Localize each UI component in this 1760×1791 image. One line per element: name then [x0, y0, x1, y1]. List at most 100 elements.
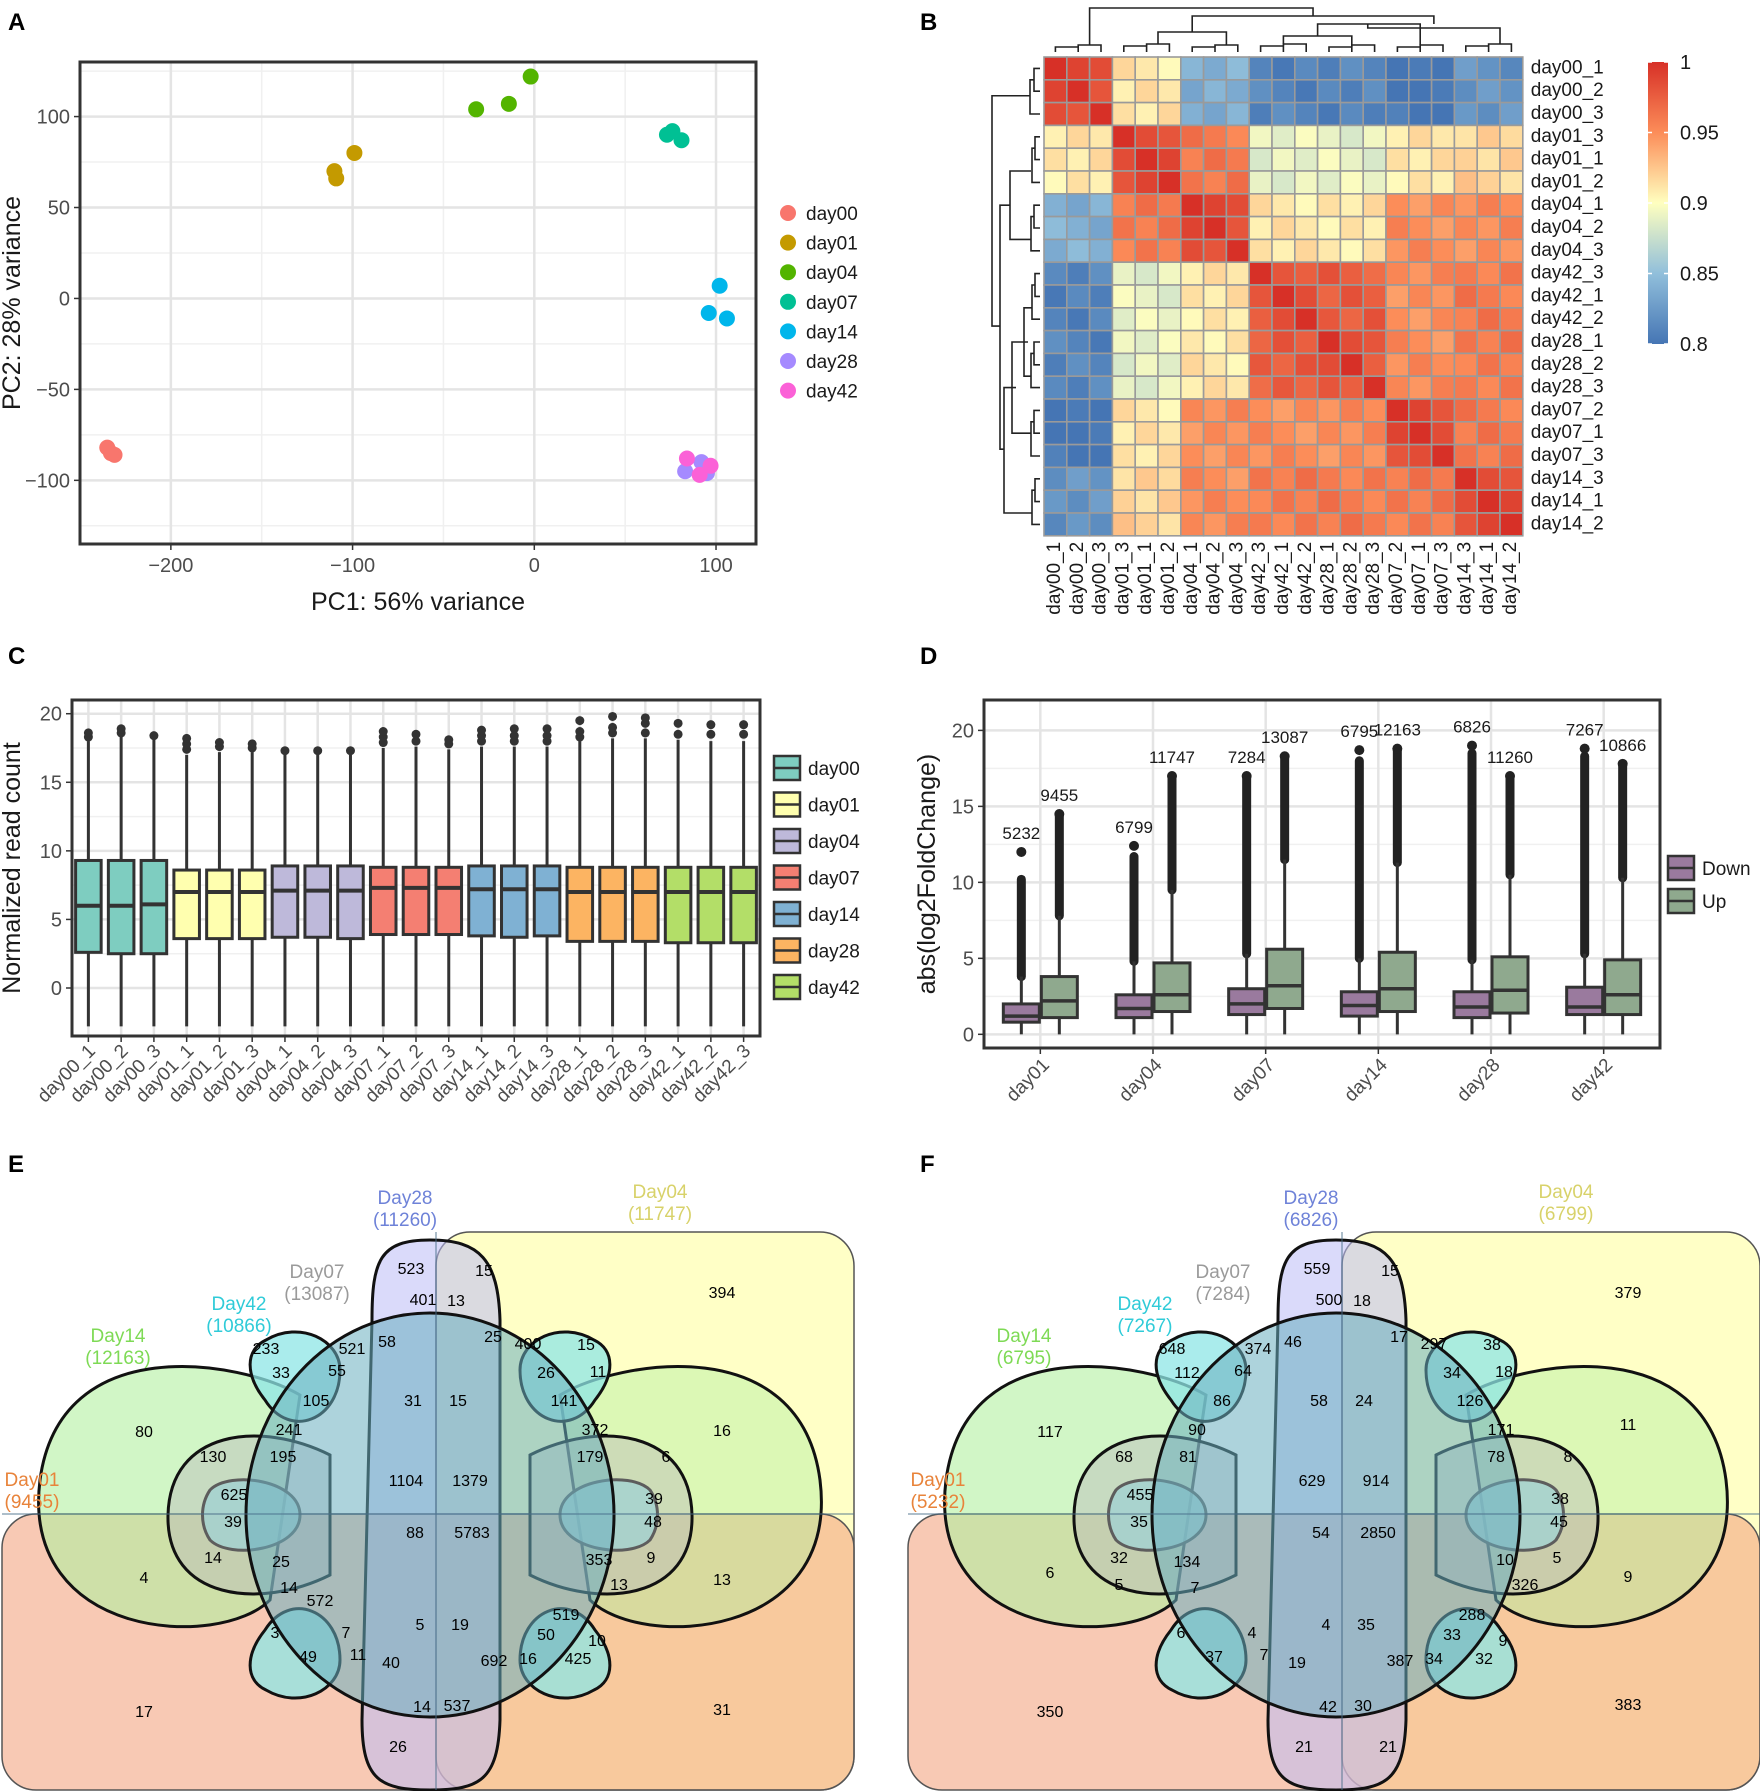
heatmap-cell	[1339, 489, 1365, 514]
row-dendrogram-branch	[991, 94, 1030, 327]
heatmap-cell	[1339, 329, 1365, 355]
heatmap-cell	[1476, 215, 1501, 241]
heatmap-cell	[1225, 420, 1251, 446]
heatmap-cell	[1088, 512, 1114, 537]
box	[434, 865, 464, 937]
heatmap-cell	[1248, 443, 1273, 469]
heatmap-cell	[1248, 56, 1273, 81]
heatmap-cell	[1043, 215, 1068, 241]
venn-region-value: 9	[1624, 1569, 1633, 1586]
venn-region-value: 39	[645, 1491, 663, 1508]
heatmap-cell	[1043, 170, 1068, 195]
legend-label-day07: day07	[808, 869, 860, 890]
heatmap-cell	[1157, 512, 1182, 537]
venn-set-count-day14: (12163)	[85, 1348, 151, 1369]
heatmap-cell	[1453, 170, 1479, 195]
box	[139, 858, 169, 956]
venn-region-value: 117	[1037, 1424, 1063, 1441]
outlier	[116, 724, 126, 734]
column-dendrogram-branch	[1088, 7, 1314, 45]
heatmap-cell	[1043, 306, 1068, 332]
row-dendrogram-branch	[1029, 79, 1040, 115]
venn-region-value: 18	[1495, 1364, 1513, 1381]
heatmap-cell	[1043, 466, 1068, 491]
venn-region-value: 32	[1110, 1550, 1128, 1567]
x-tick-label: day28	[1453, 1055, 1504, 1106]
heatmap-cell	[1157, 170, 1182, 195]
heatmap-cell	[1362, 306, 1387, 332]
count-label: 10866	[1599, 736, 1646, 755]
heatmap-cell	[1088, 466, 1114, 491]
venn-region-value: 24	[1355, 1393, 1373, 1410]
heatmap-cell	[1043, 147, 1068, 172]
heatmap-cell	[1088, 238, 1114, 263]
heatmap-cell	[1476, 238, 1501, 263]
heatmap-cell	[1271, 512, 1296, 537]
heatmap-cell	[1362, 101, 1387, 127]
row-label: day07_3	[1531, 445, 1604, 466]
outlier	[1241, 770, 1252, 781]
heatmap-cell	[1202, 512, 1228, 537]
heatmap-cell	[1430, 284, 1456, 309]
heatmap-cell	[1248, 398, 1273, 423]
heatmap-cell	[1476, 329, 1501, 355]
box	[500, 864, 529, 939]
x-tick-label: day07	[1228, 1055, 1279, 1106]
heatmap-cell	[1180, 489, 1205, 514]
heatmap-cell	[1339, 56, 1365, 81]
heatmap-cell	[1111, 170, 1137, 195]
venn-set-name-day28: Day28	[378, 1188, 433, 1209]
venn-region-value: 648	[1159, 1341, 1186, 1358]
heatmap-cell	[1453, 489, 1479, 514]
heatmap-cell	[1180, 101, 1205, 127]
heatmap-cell	[1248, 261, 1273, 286]
heatmap-cell	[1271, 420, 1296, 446]
heatmap-cell	[1111, 329, 1137, 355]
heatmap-cell	[1066, 466, 1091, 491]
venn-region-value: 81	[1179, 1449, 1197, 1466]
heatmap-cell	[1225, 512, 1251, 537]
heatmap-cell	[1430, 443, 1456, 469]
heatmap-cell	[1111, 284, 1137, 309]
venn-region-value: 7	[1191, 1580, 1200, 1597]
heatmap-cell	[1066, 329, 1091, 355]
heatmap-cell	[1339, 466, 1365, 491]
point-day42	[678, 450, 695, 467]
venn-region-value: 11	[1620, 1417, 1637, 1434]
box	[1114, 993, 1154, 1020]
legend-key-day14	[780, 323, 796, 340]
column-label: day42_1	[1272, 542, 1293, 615]
outlier	[411, 729, 421, 739]
heatmap-cell	[1499, 238, 1524, 263]
row-label: day14_1	[1531, 491, 1604, 512]
heatmap-cell	[1088, 375, 1114, 400]
heatmap-cell	[1111, 124, 1137, 150]
heatmap-cell	[1248, 147, 1273, 172]
heatmap-cell	[1430, 375, 1456, 400]
heatmap-cell	[1088, 170, 1114, 195]
outlier	[247, 739, 257, 749]
heatmap-cell	[1225, 466, 1251, 491]
outlier	[182, 733, 192, 743]
outlier	[411, 736, 421, 746]
legend-key-day04	[780, 264, 796, 281]
heatmap-cell	[1316, 375, 1342, 400]
venn-region-value: 58	[1310, 1393, 1328, 1410]
heatmap-cell	[1294, 420, 1319, 446]
heatmap-cell	[1294, 398, 1319, 423]
column-dendrogram-branch	[1214, 44, 1239, 52]
heatmap-cell	[1111, 79, 1137, 104]
heatmap-cell	[1202, 306, 1228, 332]
legend-label-day07: day07	[806, 293, 858, 314]
heatmap-cell	[1385, 101, 1410, 127]
heatmap-cell	[1385, 193, 1410, 218]
heatmap-cell	[1339, 420, 1365, 446]
heatmap-cell	[1271, 147, 1296, 172]
heatmap-cell	[1294, 261, 1319, 286]
heatmap-cell	[1430, 306, 1456, 332]
row-label: day28_3	[1531, 377, 1604, 398]
column-dendrogram-branch	[1316, 23, 1421, 45]
venn-set-count-day42: (7267)	[1118, 1316, 1173, 1337]
heatmap-cell	[1066, 284, 1091, 309]
